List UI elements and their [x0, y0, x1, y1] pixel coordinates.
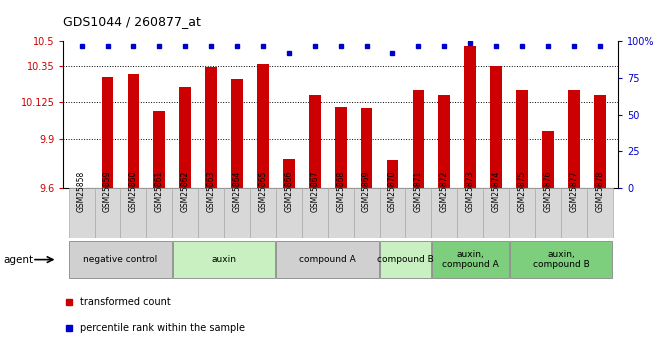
Bar: [224, 188, 250, 238]
Text: GSM25874: GSM25874: [492, 171, 500, 212]
Bar: [432, 241, 508, 278]
Bar: [464, 46, 476, 188]
Text: GSM25866: GSM25866: [285, 171, 293, 212]
Bar: [509, 188, 535, 238]
Text: GSM25867: GSM25867: [310, 171, 319, 212]
Text: GSM25868: GSM25868: [336, 171, 345, 212]
Text: GSM25872: GSM25872: [440, 171, 449, 212]
Bar: [387, 160, 398, 188]
Bar: [95, 188, 120, 238]
Text: GSM25876: GSM25876: [544, 171, 552, 212]
Bar: [510, 241, 612, 278]
Text: GSM25871: GSM25871: [414, 171, 423, 212]
Bar: [516, 90, 528, 188]
Bar: [146, 188, 172, 238]
Bar: [353, 188, 379, 238]
Bar: [483, 188, 509, 238]
Bar: [257, 64, 269, 188]
Bar: [69, 188, 95, 238]
Bar: [361, 108, 373, 188]
Bar: [302, 188, 328, 238]
Bar: [309, 95, 321, 188]
Bar: [380, 241, 431, 278]
Bar: [458, 188, 483, 238]
Bar: [328, 188, 353, 238]
Text: GDS1044 / 260877_at: GDS1044 / 260877_at: [63, 14, 201, 28]
Bar: [542, 131, 554, 188]
Bar: [198, 188, 224, 238]
Bar: [490, 66, 502, 188]
Bar: [205, 68, 217, 188]
Text: compound B: compound B: [377, 255, 434, 264]
Bar: [231, 79, 243, 188]
Bar: [180, 87, 191, 188]
Text: GSM25877: GSM25877: [569, 171, 578, 212]
Bar: [405, 188, 432, 238]
Text: auxin,
compound B: auxin, compound B: [532, 250, 589, 269]
Text: GSM25878: GSM25878: [595, 171, 605, 212]
Bar: [379, 188, 405, 238]
Bar: [102, 77, 114, 188]
Bar: [438, 95, 450, 188]
Text: GSM25869: GSM25869: [362, 171, 371, 212]
Text: agent: agent: [3, 255, 33, 265]
Bar: [283, 159, 295, 188]
Bar: [173, 241, 275, 278]
Text: GSM25865: GSM25865: [259, 171, 267, 212]
Bar: [561, 188, 587, 238]
Text: GSM25863: GSM25863: [206, 171, 216, 212]
Text: GSM25861: GSM25861: [155, 171, 164, 212]
Bar: [276, 188, 302, 238]
Text: GSM25864: GSM25864: [232, 171, 242, 212]
Text: negative control: negative control: [84, 255, 158, 264]
Bar: [587, 188, 613, 238]
Text: GSM25858: GSM25858: [77, 171, 86, 212]
Bar: [120, 188, 146, 238]
Bar: [172, 188, 198, 238]
Text: GSM25870: GSM25870: [388, 171, 397, 212]
Text: transformed count: transformed count: [80, 297, 171, 307]
Text: compound A: compound A: [299, 255, 356, 264]
Text: GSM25875: GSM25875: [518, 171, 526, 212]
Bar: [277, 241, 379, 278]
Text: GSM25862: GSM25862: [181, 171, 190, 212]
Bar: [154, 111, 165, 188]
Text: auxin: auxin: [212, 255, 236, 264]
Bar: [128, 74, 139, 188]
Text: percentile rank within the sample: percentile rank within the sample: [80, 324, 245, 333]
Bar: [69, 241, 172, 278]
Text: GSM25873: GSM25873: [466, 171, 475, 212]
Bar: [568, 90, 580, 188]
Text: GSM25860: GSM25860: [129, 171, 138, 212]
Bar: [594, 95, 606, 188]
Bar: [432, 188, 458, 238]
Bar: [535, 188, 561, 238]
Text: auxin,
compound A: auxin, compound A: [442, 250, 498, 269]
Bar: [335, 107, 347, 188]
Bar: [413, 90, 424, 188]
Bar: [250, 188, 276, 238]
Text: GSM25859: GSM25859: [103, 171, 112, 212]
